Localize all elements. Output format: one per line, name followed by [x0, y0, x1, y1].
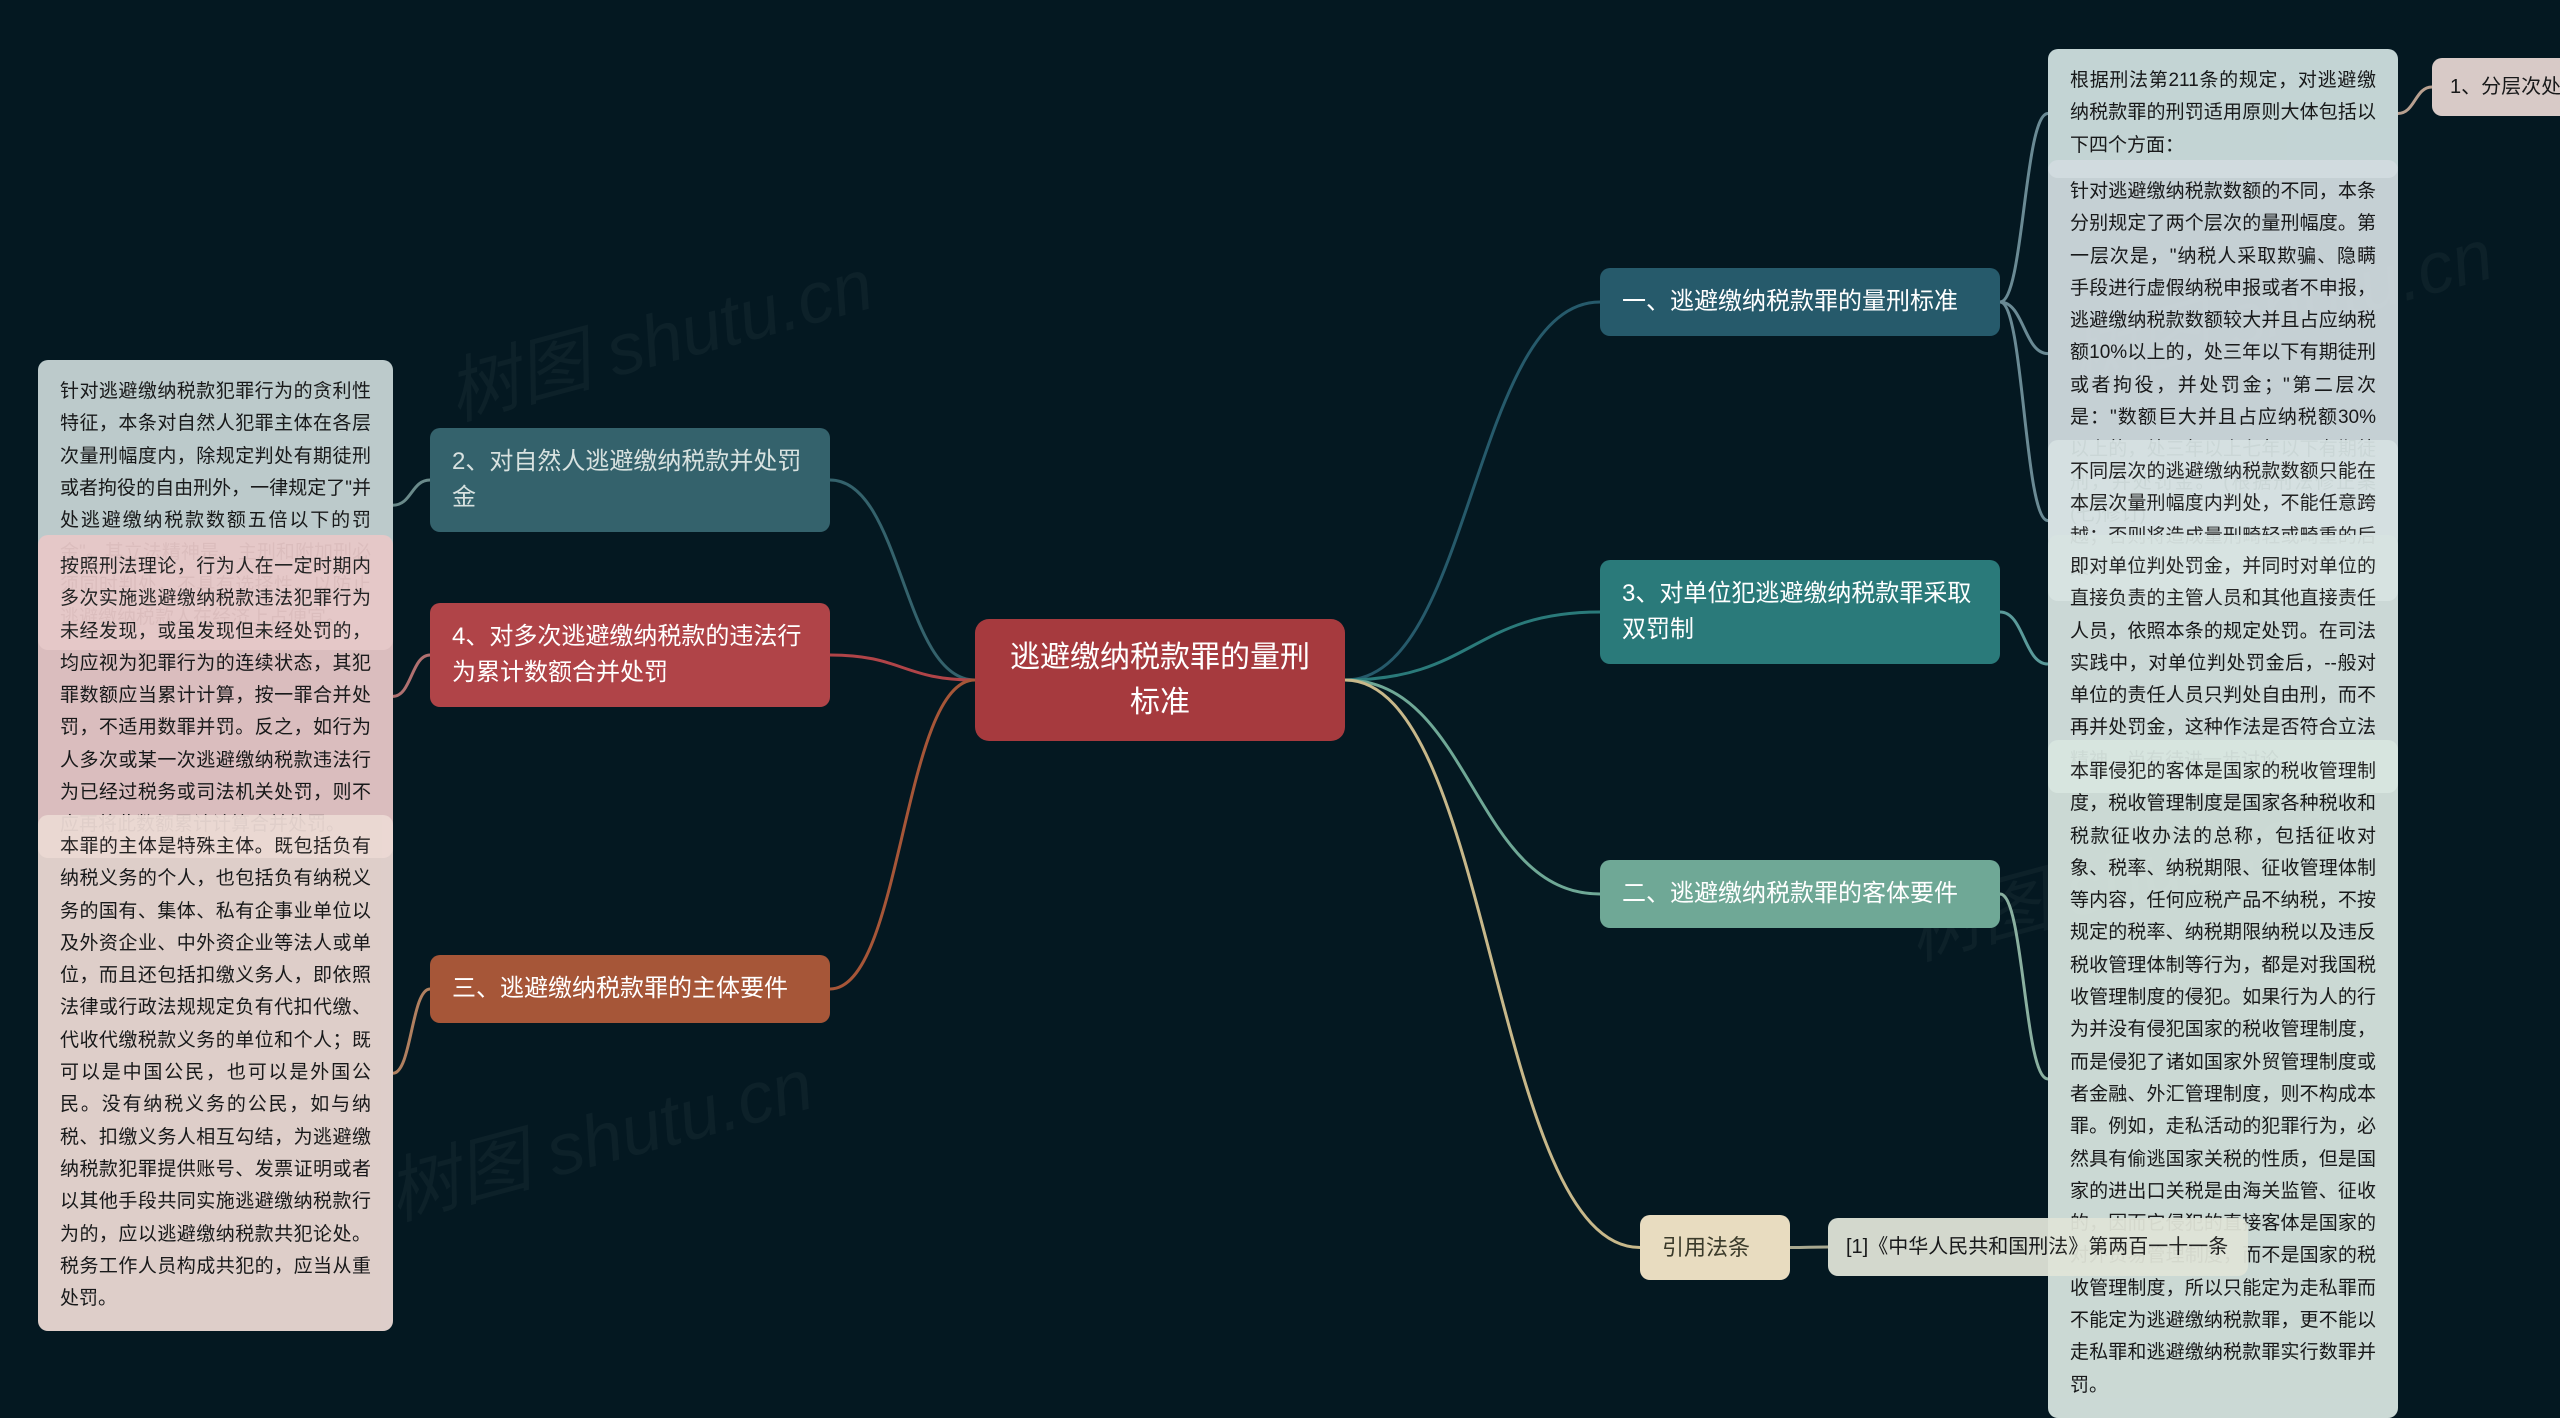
leaf-4: 按照刑法理论，行为人在一定时期内多次实施逃避缴纳税款违法犯罪行为未经发现，或虽发… — [38, 535, 393, 858]
leaf-7: [1]《中华人民共和国刑法》第两百一十一条 — [1828, 1218, 2248, 1276]
branch-6[interactable]: 三、逃避缴纳税款罪的主体要件 — [430, 955, 830, 1023]
leaf-6: 本罪的主体是特殊主体。既包括负有纳税义务的个人，也包括负有纳税义务的国有、集体、… — [38, 815, 393, 1331]
branch-2[interactable]: 2、对自然人逃避缴纳税款并处罚金 — [430, 428, 830, 532]
branch-3[interactable]: 3、对单位犯逃避缴纳税款罪采取双罚制 — [1600, 560, 2000, 664]
leaf-5: 本罪侵犯的客体是国家的税收管理制度，税收管理制度是国家各种税收和税款征收办法的总… — [2048, 740, 2398, 1418]
center-node[interactable]: 逃避缴纳税款罪的量刑标准 — [975, 619, 1345, 741]
branch-cite[interactable]: 引用法条 — [1640, 1215, 1790, 1280]
branch-4[interactable]: 4、对多次逃避缴纳税款的违法行为累计数额合并处罚 — [430, 603, 830, 707]
watermark: 树图 shutu.cn — [434, 225, 883, 439]
watermark: 树图 shutu.cn — [374, 1025, 823, 1239]
leaf-1a: 根据刑法第211条的规定，对逃避缴纳税款罪的刑罚适用原则大体包括以下四个方面： — [2048, 49, 2398, 178]
branch-1[interactable]: 一、逃避缴纳税款罪的量刑标准 — [1600, 268, 2000, 336]
leaf-1a-tag: 1、分层次处罚 — [2432, 58, 2560, 116]
branch-5[interactable]: 二、逃避缴纳税款罪的客体要件 — [1600, 860, 2000, 928]
